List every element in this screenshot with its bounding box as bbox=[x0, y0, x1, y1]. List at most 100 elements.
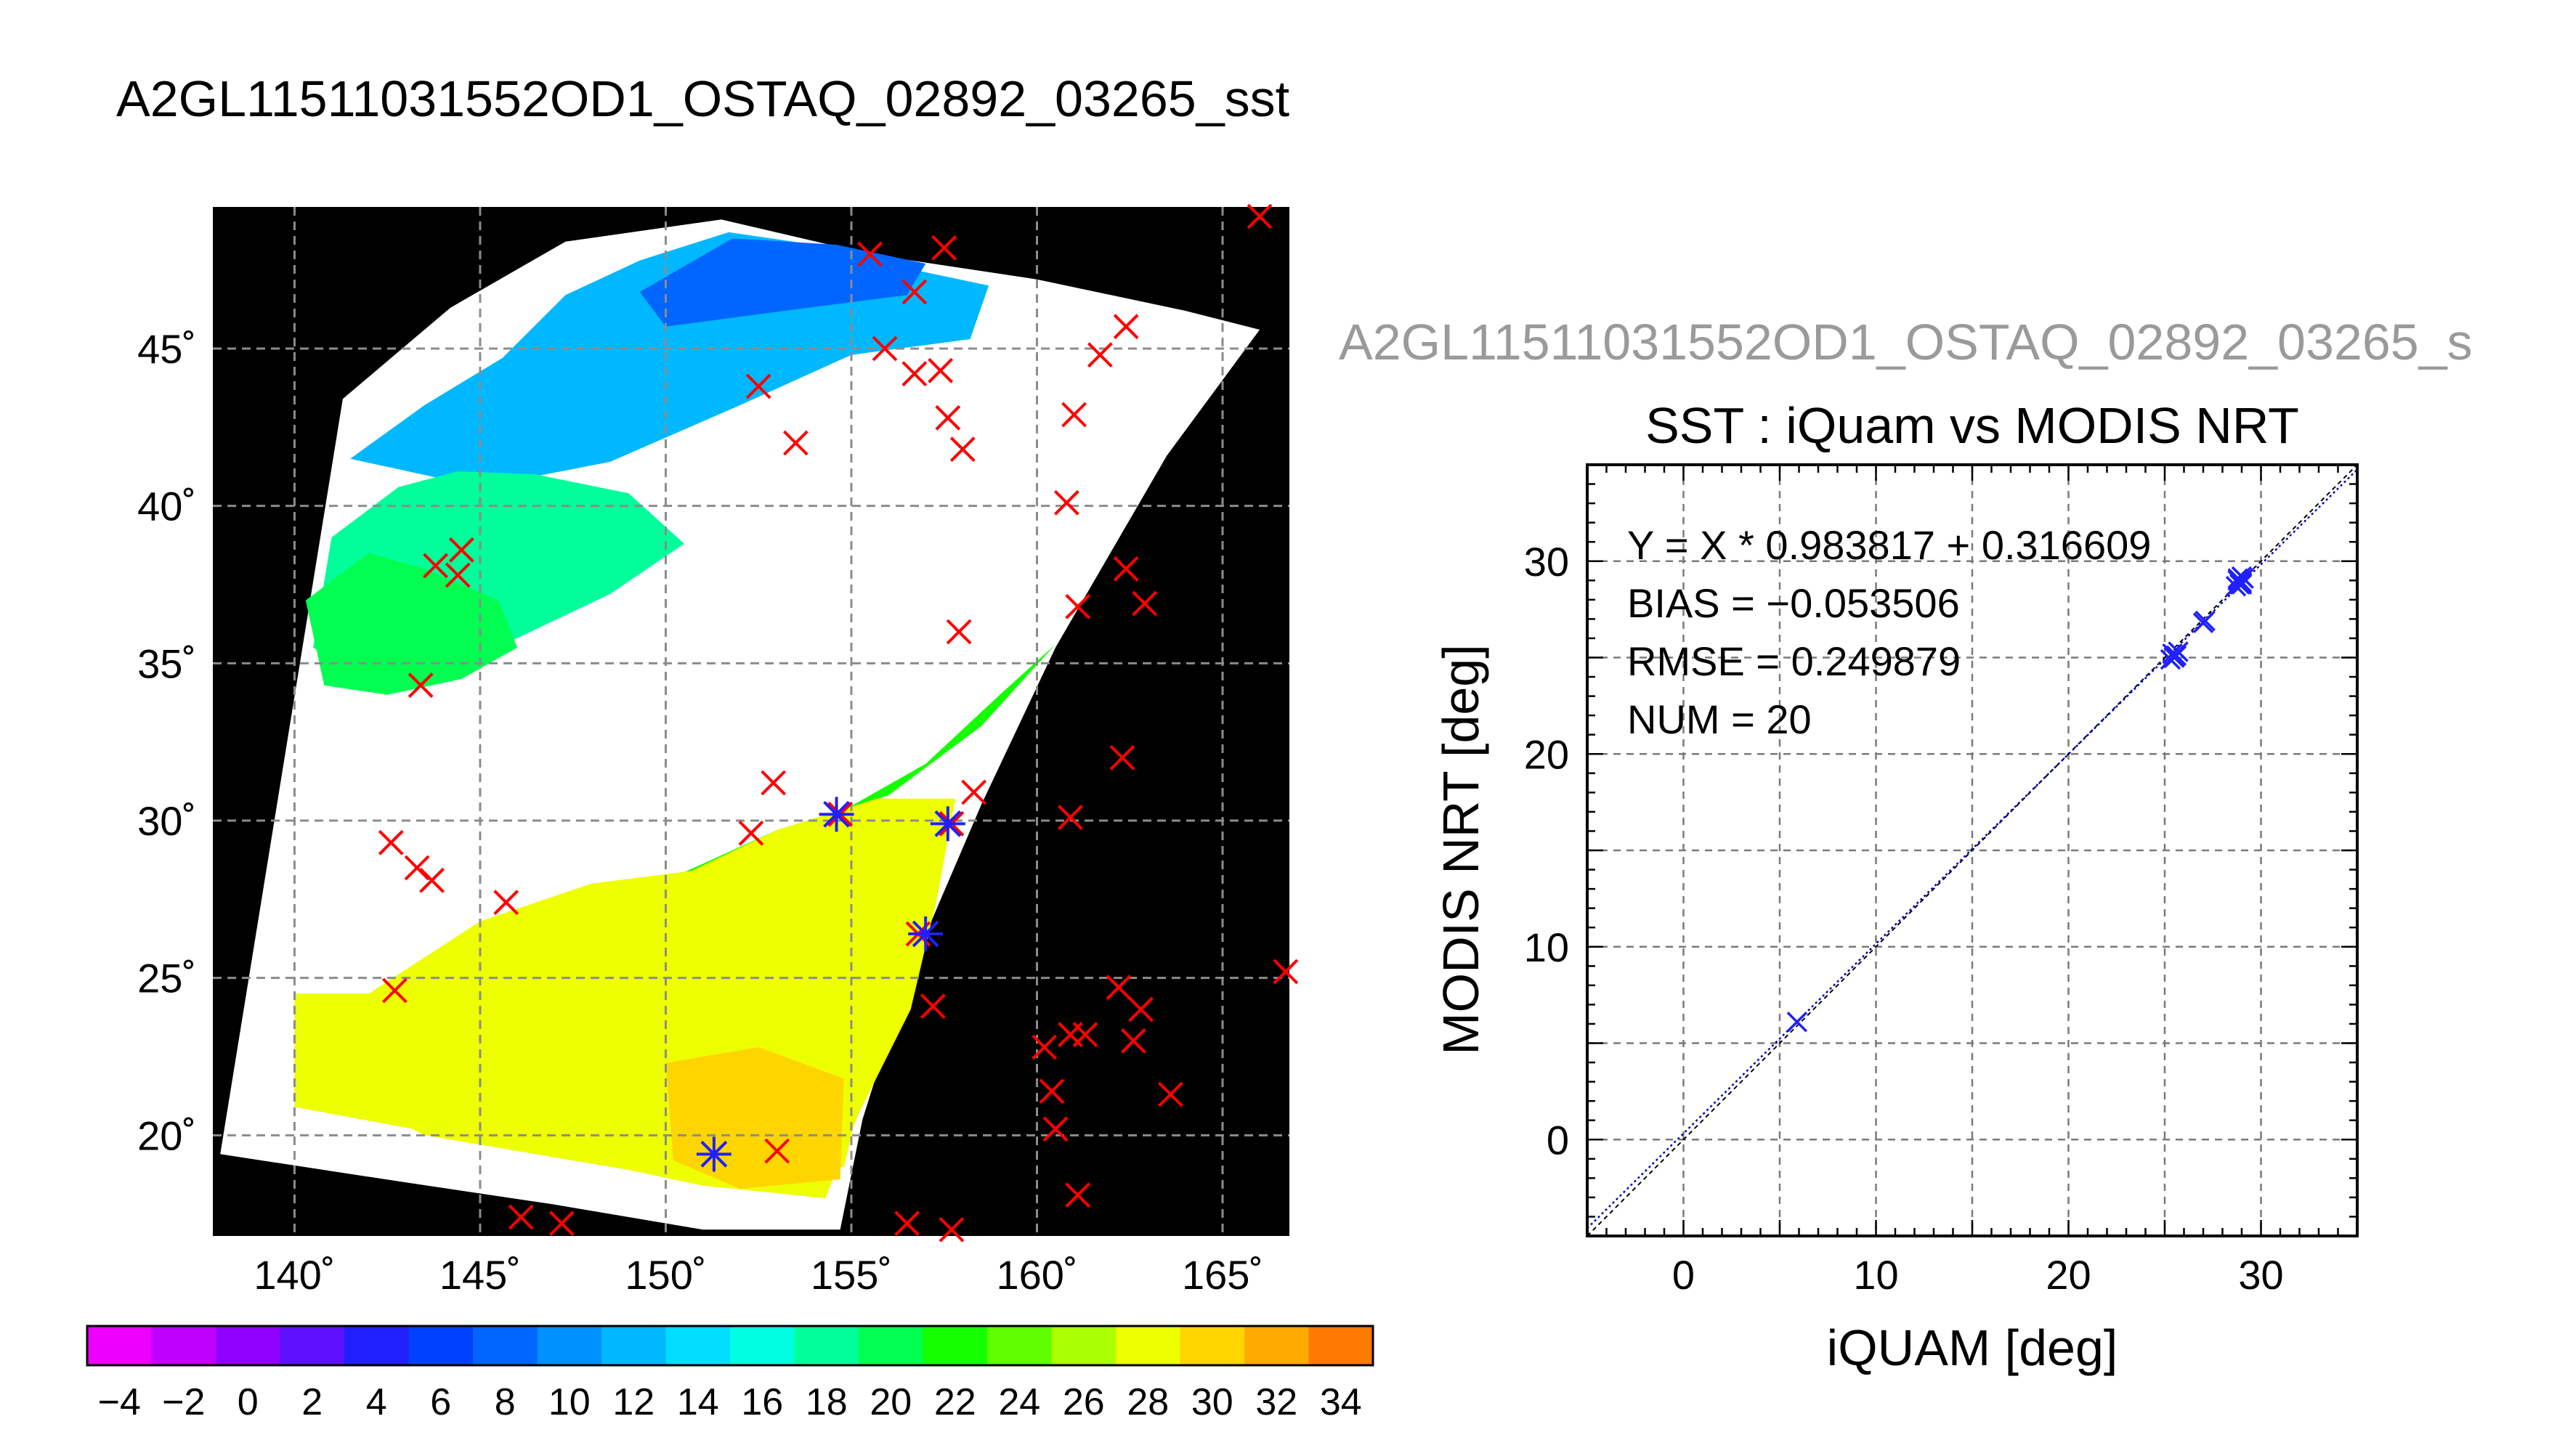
colorbar-swatch-10 bbox=[730, 1326, 795, 1365]
map-marker-52 bbox=[939, 1216, 965, 1243]
map-marker-36 bbox=[1273, 959, 1299, 985]
map-marker-24-stroke-b bbox=[761, 770, 787, 796]
map-marker-19-stroke-b bbox=[1065, 593, 1091, 619]
map-marker-7-stroke-b bbox=[901, 361, 928, 387]
map-marker-22-stroke-b bbox=[408, 672, 434, 699]
map-marker-30-stroke-b bbox=[378, 829, 404, 855]
map-marker-8 bbox=[928, 357, 954, 383]
map-marker-23-stroke-b bbox=[1109, 744, 1135, 770]
sst-map-layer bbox=[213, 207, 1289, 1236]
colorbar-frame bbox=[86, 1325, 1374, 1367]
map-marker-0 bbox=[857, 241, 883, 267]
scatter-x-axis-label: iQUAM [deg] bbox=[1827, 1319, 2118, 1376]
colorbar-tick-label-6: 8 bbox=[495, 1381, 516, 1423]
colorbar-swatch-17 bbox=[1180, 1326, 1244, 1365]
colorbar-tick-label-8: 12 bbox=[612, 1381, 655, 1423]
map-marker-11 bbox=[1061, 402, 1087, 428]
colorbar-tick-labels: −4 −2 0 2 4 6 8 10 12 14 16 18 20 22 24 26 28 30 32 34 bbox=[98, 1381, 1362, 1423]
map-marker-46 bbox=[1042, 1116, 1069, 1142]
matched-marker-cross bbox=[700, 1140, 728, 1168]
map-marker-3-stroke-b bbox=[901, 279, 928, 305]
map-marker-13 bbox=[949, 436, 976, 463]
map-marker-50 bbox=[548, 1211, 575, 1237]
scatter-y-axis-label: MODIS NRT [deg] bbox=[1432, 644, 1489, 1054]
map-marker-30 bbox=[378, 829, 404, 855]
map-marker-14 bbox=[1053, 489, 1079, 516]
colorbar-tick-label-2: 0 bbox=[238, 1381, 259, 1423]
map-marker-6 bbox=[1087, 342, 1113, 368]
map-marker-33-stroke-b bbox=[493, 890, 519, 916]
map-marker-2-stroke-b bbox=[1247, 203, 1273, 229]
map-matched-marker-1 bbox=[930, 806, 965, 842]
map-marker-51 bbox=[894, 1211, 920, 1237]
colorbar-tick-label-5: 6 bbox=[430, 1381, 451, 1423]
matched-marker-cross bbox=[823, 800, 850, 828]
map-marker-8-stroke-b bbox=[928, 357, 954, 383]
map-lat-tick-label-0: 20˚ bbox=[137, 1113, 196, 1158]
scatter-title: SST : iQuam vs MODIS NRT bbox=[1645, 397, 2299, 454]
scatter-y-tick-label-1: 10 bbox=[1524, 924, 1569, 970]
map-marker-15 bbox=[448, 537, 474, 563]
scatter-x-tick-label-1: 10 bbox=[1853, 1252, 1898, 1298]
map-marker-13-stroke-b bbox=[949, 436, 976, 463]
colorbar-swatch-11 bbox=[794, 1326, 859, 1365]
colorbar-swatch-15 bbox=[1051, 1326, 1116, 1365]
map-marker-32-stroke-b bbox=[419, 867, 445, 893]
matched-marker-cross-stroke-b bbox=[700, 1140, 728, 1168]
map-marker-51-stroke-b bbox=[894, 1211, 920, 1237]
map-marker-5-stroke-b bbox=[872, 335, 898, 362]
map-lat-tick-label-2: 30˚ bbox=[137, 798, 196, 844]
scatter-point-19 bbox=[2227, 568, 2248, 589]
map-lon-tick-label-2: 150˚ bbox=[625, 1252, 706, 1298]
map-marker-31-stroke-b bbox=[404, 855, 430, 881]
colorbar-tick-label-19: 34 bbox=[1320, 1381, 1362, 1423]
scatter-tick-labels: 0 10 20 30 0 10 20 30 bbox=[1524, 539, 2284, 1298]
map-lon-tick-label-4: 160˚ bbox=[996, 1252, 1077, 1298]
map-matched-marker-0 bbox=[819, 797, 854, 832]
map-marker-20-stroke-b bbox=[1132, 590, 1158, 617]
map-marker-14-stroke-b bbox=[1053, 489, 1079, 516]
map-marker-41 bbox=[1072, 1022, 1098, 1048]
map-marker-4-stroke-b bbox=[1113, 314, 1139, 340]
scatter-point-7 bbox=[2195, 610, 2216, 632]
map-marker-39 bbox=[920, 993, 946, 1020]
scatter-point-17-stroke-b bbox=[2164, 645, 2185, 667]
map-markers bbox=[378, 203, 1299, 1243]
colorbar-swatch-9 bbox=[665, 1326, 730, 1365]
map-lat-tick-label-5: 45˚ bbox=[137, 326, 196, 372]
map-marker-18 bbox=[1113, 556, 1139, 582]
map-marker-47-stroke-b bbox=[764, 1138, 790, 1164]
map-marker-43-stroke-b bbox=[1032, 1034, 1058, 1060]
colorbar-swatch-12 bbox=[859, 1326, 923, 1365]
scatter-annotation-rmse: RMSE = 0.249879 bbox=[1627, 638, 1961, 684]
colorbar-tick-label-0: −4 bbox=[98, 1381, 141, 1423]
colorbar-swatch-18 bbox=[1244, 1326, 1309, 1365]
map-marker-11-stroke-b bbox=[1061, 402, 1087, 428]
colorbar-tick-label-3: 2 bbox=[301, 1381, 323, 1423]
map-marker-39-stroke-b bbox=[920, 993, 946, 1020]
colorbar-swatch-13 bbox=[923, 1326, 987, 1365]
map-marker-42-stroke-b bbox=[1120, 1028, 1146, 1054]
colorbar-swatch-2 bbox=[216, 1326, 280, 1365]
colorbar: −4 −2 0 2 4 6 8 10 12 14 16 18 20 22 24 26 28 30 32 34 bbox=[86, 1325, 1374, 1423]
map-marker-28-stroke-b bbox=[1058, 805, 1083, 831]
colorbar-swatch-0 bbox=[87, 1326, 152, 1365]
scatter-x-tick-label-3: 30 bbox=[2238, 1252, 2283, 1298]
map-tick-labels: 140˚ 145˚ 150˚ 155˚ 160˚ 165˚ 20˚ 25˚ 30˚ 35˚ 40˚ 4… bbox=[137, 326, 1263, 1298]
map-marker-44-stroke-b bbox=[1039, 1078, 1065, 1105]
scatter-point-0 bbox=[1786, 1012, 1808, 1033]
sst-map-panel: 140˚ 145˚ 150˚ 155˚ 160˚ 165˚ 20˚ 25˚ 30˚ 35˚ 40˚ 4… bbox=[137, 203, 1299, 1298]
map-marker-2 bbox=[1247, 203, 1273, 229]
map-marker-9 bbox=[745, 373, 771, 399]
map-marker-7 bbox=[901, 361, 928, 387]
fit-line bbox=[1586, 468, 2358, 1229]
map-marker-45 bbox=[1158, 1081, 1183, 1107]
map-marker-1-stroke-b bbox=[931, 235, 957, 261]
map-lat-tick-label-4: 40˚ bbox=[137, 484, 196, 529]
scatter-point-18 bbox=[2231, 574, 2253, 595]
map-marker-17-stroke-b bbox=[445, 562, 471, 588]
map-marker-5 bbox=[872, 335, 898, 362]
colorbar-tick-label-16: 28 bbox=[1127, 1381, 1169, 1423]
map-marker-38 bbox=[1128, 996, 1154, 1022]
scatter-y-tick-label-2: 20 bbox=[1524, 731, 1569, 777]
